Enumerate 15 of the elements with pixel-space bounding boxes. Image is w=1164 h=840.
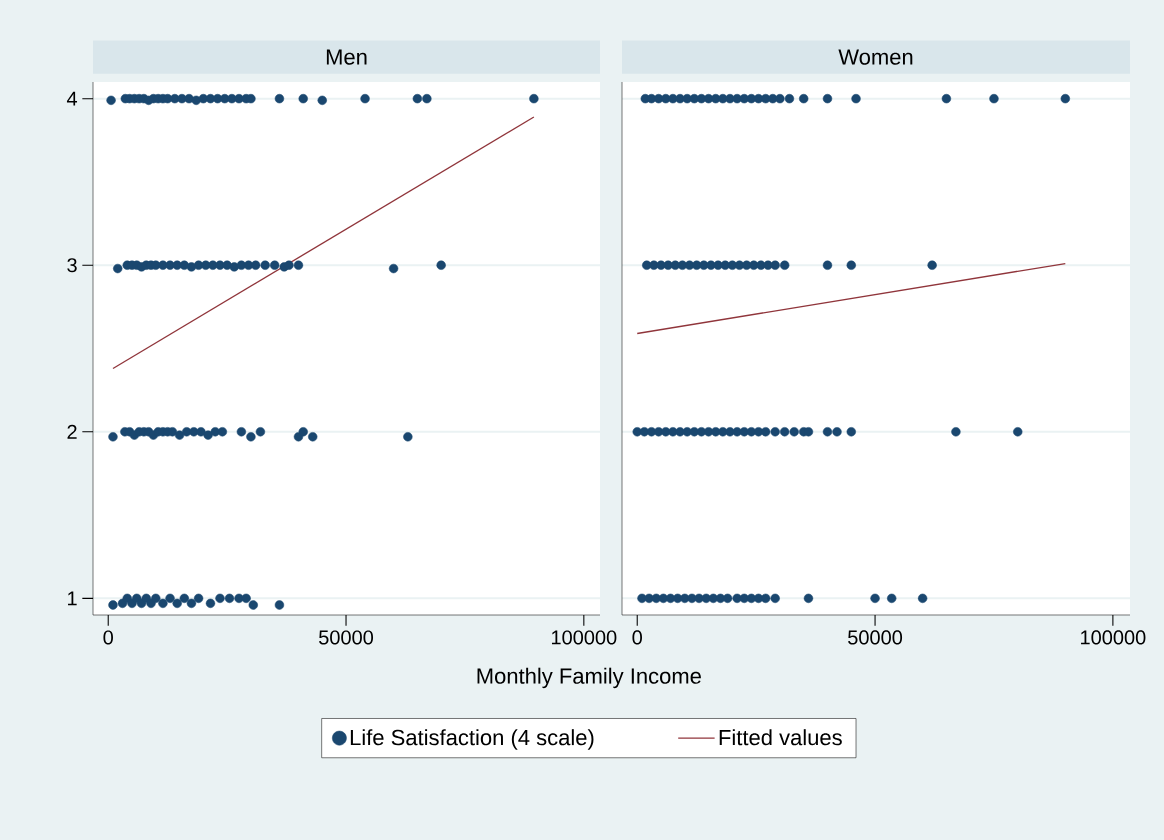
x-tick-label: 50000 <box>319 630 374 645</box>
chart-title: Men <box>326 49 367 65</box>
x-axis-title: Monthly Family Income <box>477 667 701 689</box>
y-tick-label: 2 <box>67 424 77 439</box>
y-tick-label: 1 <box>68 591 77 606</box>
chart-title: Women <box>838 49 913 65</box>
x-tick-label: 100000 <box>551 630 617 645</box>
x-tick-label: 100000 <box>1081 630 1146 645</box>
legend-label: Fitted values <box>719 729 842 746</box>
x-tick-label: 0 <box>632 630 642 645</box>
y-tick-label: 4 <box>66 91 78 106</box>
x-tick-label: 50000 <box>848 630 903 645</box>
x-tick-label: 0 <box>103 630 113 645</box>
y-tick-label: 3 <box>67 258 77 273</box>
legend-label: Life Satisfaction (4 scale) <box>350 729 594 750</box>
